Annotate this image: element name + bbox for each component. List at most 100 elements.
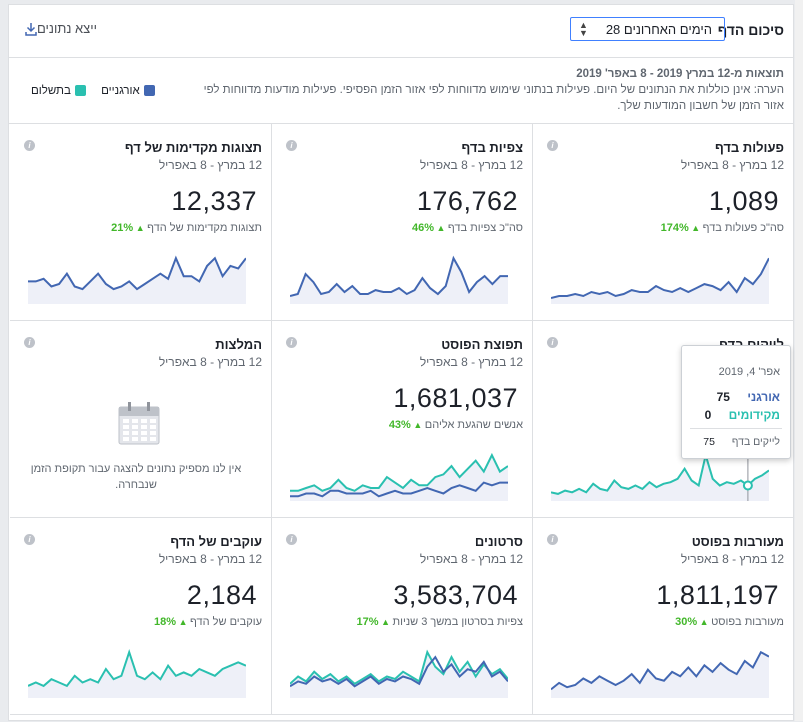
- summary-title: סיכום הדף: [717, 22, 784, 38]
- tooltip-divider: [690, 428, 782, 429]
- card-title[interactable]: המלצות: [215, 337, 262, 352]
- updown-arrows-icon: ▲ ▼: [579, 20, 588, 38]
- metric-card[interactable]: המלצות 12 במרץ - 8 באפריל i אין לנו מספיק נ…: [10, 321, 271, 518]
- sparkline-area: [551, 652, 769, 698]
- timezone-note: הערה: אינן כוללות את הנתונים של היום. פע…: [203, 84, 784, 112]
- info-icon[interactable]: i: [24, 534, 35, 545]
- card-subtitle-label: תצוגות מקדימות של הדף: [147, 222, 262, 234]
- sparkline-area: [28, 258, 246, 304]
- tooltip-organic-value: 75: [716, 390, 730, 404]
- card-subtitle: סה"כ פעולות בדף ▲ 174%: [661, 222, 784, 234]
- sparkline-area: [290, 652, 508, 698]
- tooltip-organic-label: אורגני: [747, 390, 780, 404]
- info-icon[interactable]: i: [547, 337, 558, 348]
- card-value: 176,762: [416, 186, 518, 216]
- info-icon[interactable]: i: [24, 337, 35, 348]
- trend-up-icon: ▲: [133, 223, 148, 233]
- metric-card[interactable]: תפוצת הפוסט 12 במרץ - 8 באפריל i 1,681,037 א…: [271, 321, 532, 518]
- export-data-button[interactable]: ייצא נתונים: [19, 21, 97, 39]
- card-subtitle: אנשים שהגעת אליהם ▲ 43%: [389, 419, 523, 431]
- metrics-grid: פעולות בדף 12 במרץ - 8 באפריל i 1,089 סה"כ פ…: [9, 123, 793, 722]
- card-date-range: 12 במרץ - 8 באפריל: [680, 158, 784, 172]
- trend-up-icon: ▲: [176, 617, 190, 627]
- card-title[interactable]: עוקבים של הדף: [170, 534, 262, 549]
- card-title[interactable]: מעורבות בפוסט: [691, 534, 784, 549]
- card-subtitle-label: מעורבות בפוסט: [711, 616, 784, 628]
- metric-card[interactable]: תצוגות מקדימות של דף 12 במרץ - 8 באפריל i 1…: [10, 124, 271, 321]
- card-value: 2,184: [186, 580, 257, 610]
- info-icon[interactable]: i: [547, 140, 558, 151]
- card-percent-change: 21%: [111, 222, 134, 234]
- legend-organic[interactable]: אורגניים: [101, 85, 155, 97]
- download-icon: [25, 22, 37, 39]
- card-subtitle-label: אנשים שהגעת אליהם: [424, 419, 523, 431]
- sparkline-chart[interactable]: [551, 646, 769, 698]
- card-subtitle-label: סה"כ פעולות בדף: [702, 222, 784, 234]
- sparkline-chart[interactable]: [290, 646, 508, 698]
- sparkline-area: [551, 455, 769, 501]
- card-subtitle: סה"כ צפיות בדף ▲ 46%: [412, 222, 523, 234]
- legend-paid-label: בתשלום: [31, 85, 71, 97]
- tooltip-paid-row: מקידומים 0: [705, 408, 780, 422]
- paid-series-line: [28, 649, 246, 688]
- tooltip-total-label: לייקים בדף: [731, 436, 780, 448]
- info-icon[interactable]: i: [24, 140, 35, 151]
- card-percent-change: 18%: [154, 616, 177, 628]
- card-date-range: 12 במרץ - 8 באפריל: [680, 552, 784, 566]
- organic-series-line: [290, 255, 508, 297]
- card-value: 3,583,704: [393, 580, 518, 610]
- tooltip-date: אפר' 4, 2019: [718, 366, 780, 378]
- tooltip-total-row: לייקים בדף 75: [703, 436, 780, 448]
- card-value: 1,811,197: [656, 580, 779, 610]
- card-percent-change: 43%: [388, 419, 411, 431]
- card-subtitle: תצוגות מקדימות של הדף ▲ 21%: [111, 222, 262, 234]
- trend-up-icon: ▲: [697, 617, 712, 627]
- info-icon[interactable]: i: [286, 534, 297, 545]
- paid-series-line: [551, 451, 769, 495]
- card-title[interactable]: תצוגות מקדימות של דף: [124, 140, 262, 155]
- date-range-line: תוצאות מ-12 במרץ 2019 - 8 באפר' 2019: [576, 68, 784, 80]
- metric-card[interactable]: צפיות בדף 12 במרץ - 8 באפריל i 176,762 סה"כ …: [271, 124, 532, 321]
- metric-card[interactable]: סרטונים 12 במרץ - 8 באפריל i 3,583,704 צפיות…: [271, 518, 532, 715]
- scrollbar[interactable]: [795, 0, 803, 721]
- period-select-value: 28 הימים האחרונים: [605, 22, 712, 37]
- tooltip-total-value: 75: [703, 436, 715, 448]
- chart-legend: אורגניים בתשלום: [19, 85, 155, 97]
- organic-series-line: [28, 255, 246, 291]
- hover-point[interactable]: [742, 480, 753, 491]
- card-percent-change: 174%: [660, 222, 689, 234]
- summary-header: סיכום הדף 28 הימים האחרונים ▲ ▼ ייצא נתונ…: [9, 5, 793, 58]
- sparkline-chart[interactable]: [290, 449, 508, 501]
- card-title[interactable]: סרטונים: [474, 534, 523, 549]
- metric-card[interactable]: פעולות בדף 12 במרץ - 8 באפריל i 1,089 סה"כ פ…: [532, 124, 793, 321]
- paid-swatch: [74, 85, 86, 96]
- card-title[interactable]: תפוצת הפוסט: [441, 337, 523, 352]
- card-value: 1,681,037: [393, 383, 518, 413]
- export-data-label: ייצא נתונים: [37, 21, 98, 36]
- info-icon[interactable]: i: [286, 337, 297, 348]
- page-summary-panel: סיכום הדף 28 הימים האחרונים ▲ ▼ ייצא נתונ…: [8, 4, 794, 721]
- sparkline-chart[interactable]: [28, 646, 246, 698]
- sparkline-chart[interactable]: [290, 252, 508, 304]
- empty-state-text: אין לנו מספיק נתונים להצגה עבור תקופת הז…: [30, 463, 242, 491]
- tooltip-organic-row: אורגני 75: [717, 390, 780, 404]
- card-title[interactable]: פעולות בדף: [714, 140, 784, 155]
- sparkline-chart[interactable]: [551, 252, 769, 304]
- paid-series-line: [290, 649, 508, 686]
- card-title[interactable]: צפיות בדף: [461, 140, 523, 155]
- info-icon[interactable]: i: [547, 534, 558, 545]
- tooltip-paid-value: 0: [704, 408, 712, 422]
- metric-card[interactable]: מעורבות בפוסט 12 במרץ - 8 באפריל i 1,811,19…: [532, 518, 793, 715]
- sparkline-chart[interactable]: [28, 252, 246, 304]
- legend-organic-label: אורגניים: [101, 85, 140, 97]
- organic-series-line: [551, 650, 769, 691]
- legend-paid[interactable]: בתשלום: [31, 85, 86, 97]
- card-date-range: 12 במרץ - 8 באפריל: [419, 158, 523, 172]
- card-percent-change: 17%: [356, 616, 379, 628]
- period-select[interactable]: 28 הימים האחרונים ▲ ▼: [570, 17, 725, 41]
- organic-swatch: [143, 85, 155, 96]
- trend-up-icon: ▲: [410, 420, 425, 430]
- info-icon[interactable]: i: [286, 140, 297, 151]
- card-subtitle: עוקבים של הדף ▲ 18%: [154, 616, 262, 628]
- metric-card[interactable]: עוקבים של הדף 12 במרץ - 8 באפריל i 2,184 עוק…: [10, 518, 271, 715]
